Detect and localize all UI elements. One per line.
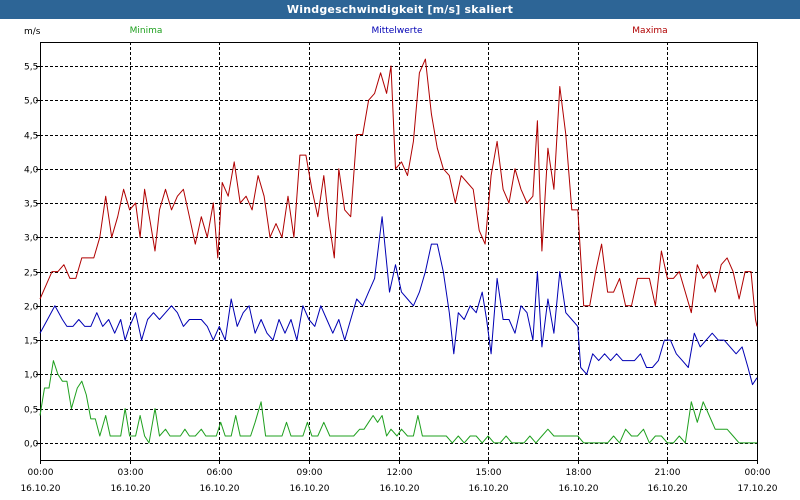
y-tick-label: 2,5 xyxy=(24,269,38,279)
legend-maxima: Maxima xyxy=(632,26,667,36)
x-tick-time: 21:00 xyxy=(655,468,681,478)
plot-frame xyxy=(40,42,758,461)
y-tick-label: 4,0 xyxy=(24,166,39,176)
x-tick-time: 09:00 xyxy=(297,468,323,478)
y-tick-label: 4,5 xyxy=(24,132,38,142)
x-tick-time: 15:00 xyxy=(476,468,502,478)
chart-title: Windgeschwindigkeit [m/s] skaliert xyxy=(0,0,800,19)
x-tick-date: 16.10.20 xyxy=(558,484,598,494)
y-tick-label: 5,5 xyxy=(24,63,38,73)
x-tick-date: 16.10.20 xyxy=(468,484,508,494)
x-tick-time: 03:00 xyxy=(118,468,144,478)
y-tick-label: 3,5 xyxy=(24,200,38,210)
x-tick-time: 00:00 xyxy=(745,468,771,478)
series-line-minima xyxy=(39,360,757,444)
x-tick-date: 16.10.20 xyxy=(379,484,419,494)
x-tick-date: 16.10.20 xyxy=(647,484,687,494)
y-tick-label: 0,0 xyxy=(24,440,39,450)
x-tick-time: 00:00 xyxy=(28,468,54,478)
x-tick-date: 17.10.20 xyxy=(737,484,777,494)
y-tick-label: 1,0 xyxy=(24,371,39,381)
x-tick-date: 16.10.20 xyxy=(110,484,150,494)
y-axis: 5,5 5,0 4,5 4,0 3,5 3,0 2,5 2,0 1,5 1,0 0,5 0,0 m/s xyxy=(24,27,41,450)
series-line-mittelwerte xyxy=(39,216,758,386)
y-unit-label: m/s xyxy=(24,27,41,37)
y-tick-label: 5,0 xyxy=(24,97,39,107)
legend: Minima Mittelwerte Maxima xyxy=(130,26,668,36)
y-tick-label: 1,5 xyxy=(24,337,38,347)
series-line-maxima xyxy=(39,58,758,327)
x-tick-time: 06:00 xyxy=(207,468,233,478)
y-tick-label: 0,5 xyxy=(24,406,38,416)
y-tick-label: 3,0 xyxy=(24,234,39,244)
series-lines xyxy=(39,58,758,444)
x-tick-time: 12:00 xyxy=(387,468,413,478)
legend-minima: Minima xyxy=(130,26,163,36)
legend-mittelwerte: Mittelwerte xyxy=(371,26,422,36)
plot-border xyxy=(40,42,758,461)
x-tick-date: 16.10.20 xyxy=(199,484,239,494)
y-tick-label: 2,0 xyxy=(24,303,39,313)
x-axis: 00:00 16.10.20 03:00 16.10.20 06:00 16.10.20 0… xyxy=(20,468,777,494)
wind-speed-chart: 5,55,04,54,03,53,02,52,01,51,00,50,0m/s … xyxy=(20,26,777,494)
x-tick-date: 16.10.20 xyxy=(289,484,329,494)
x-tick-time: 18:00 xyxy=(566,468,592,478)
x-tick-date: 16.10.20 xyxy=(20,484,60,494)
grid xyxy=(36,42,758,464)
